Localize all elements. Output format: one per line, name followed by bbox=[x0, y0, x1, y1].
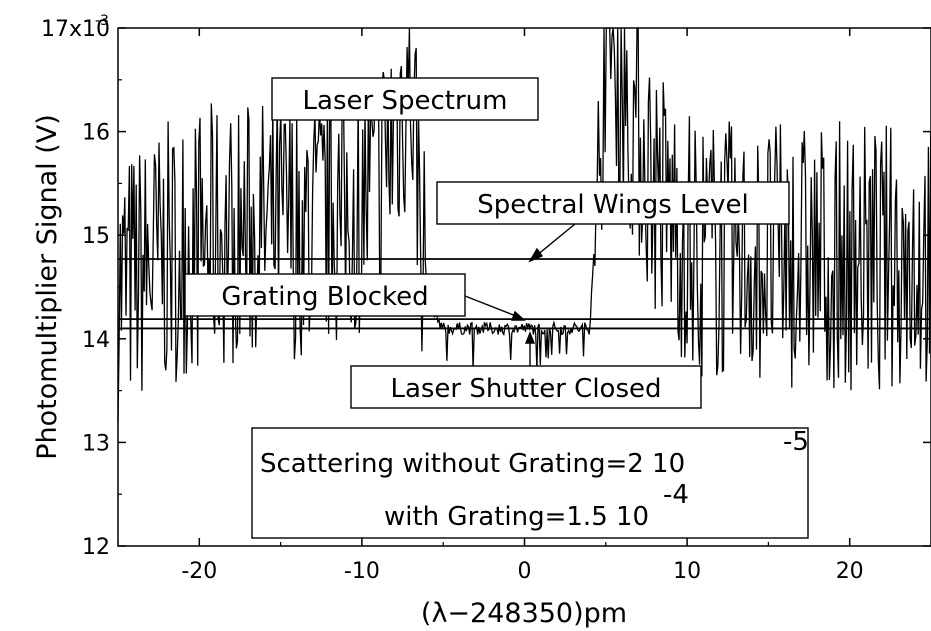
scattering-note: Scattering without Grating=2 10 -5 with … bbox=[251, 427, 809, 539]
reference-lines bbox=[118, 258, 931, 330]
signal-trace bbox=[117, 27, 931, 422]
annotation-grating-blocked-text: Grating Blocked bbox=[221, 282, 428, 312]
annotation-laser-shutter: Laser Shutter Closed bbox=[350, 365, 702, 409]
y-tick-label-0: 12 bbox=[82, 535, 110, 560]
scattering-note-line1: Scattering without Grating=2 10 bbox=[260, 449, 685, 479]
arrow-spectral-wings bbox=[535, 223, 576, 257]
signal-trace-line bbox=[117, 27, 931, 422]
annotation-arrows bbox=[464, 223, 576, 366]
arrow-spectral-wings-head bbox=[528, 247, 544, 263]
y-tick-exponent: -3 bbox=[95, 13, 109, 29]
annotation-laser-spectrum: Laser Spectrum bbox=[271, 77, 539, 121]
y-tick-label-5: 17x10 bbox=[41, 17, 110, 42]
y-tick-label-4: 16 bbox=[82, 121, 110, 146]
x-tick-label-4: 20 bbox=[836, 559, 864, 584]
y-ticks: 12 13 14 15 16 17x10-3 bbox=[41, 13, 931, 560]
scattering-note-line2: with Grating=1.5 10 bbox=[384, 502, 649, 532]
arrow-grating-blocked-head bbox=[510, 310, 526, 321]
y-axis-title: Photomultiplier Signal (V) bbox=[32, 114, 63, 460]
y-tick-label-2: 14 bbox=[82, 328, 110, 353]
x-axis-title: (λ−248350)pm bbox=[421, 598, 627, 629]
scattering-note-exp2: -4 bbox=[663, 480, 689, 510]
x-tick-label-3: 10 bbox=[673, 559, 701, 584]
x-tick-label-1: -10 bbox=[344, 559, 380, 584]
y-tick-label-1: 13 bbox=[82, 431, 110, 456]
y-tick-label-3: 15 bbox=[82, 224, 110, 249]
scattering-note-exp1: -5 bbox=[783, 427, 809, 457]
x-tick-label-0: -20 bbox=[181, 559, 217, 584]
annotation-spectral-wings-text: Spectral Wings Level bbox=[477, 190, 748, 220]
arrow-grating-blocked bbox=[464, 295, 517, 317]
annotation-laser-spectrum-text: Laser Spectrum bbox=[303, 86, 508, 116]
x-ticks: -20 -10 0 10 20 bbox=[117, 28, 931, 584]
arrow-shutter-closed-head bbox=[524, 331, 536, 344]
annotation-laser-shutter-text: Laser Shutter Closed bbox=[390, 374, 661, 404]
x-tick-label-2: 0 bbox=[518, 559, 532, 584]
annotation-grating-blocked: Grating Blocked bbox=[184, 273, 466, 317]
annotation-spectral-wings: Spectral Wings Level bbox=[436, 181, 790, 225]
